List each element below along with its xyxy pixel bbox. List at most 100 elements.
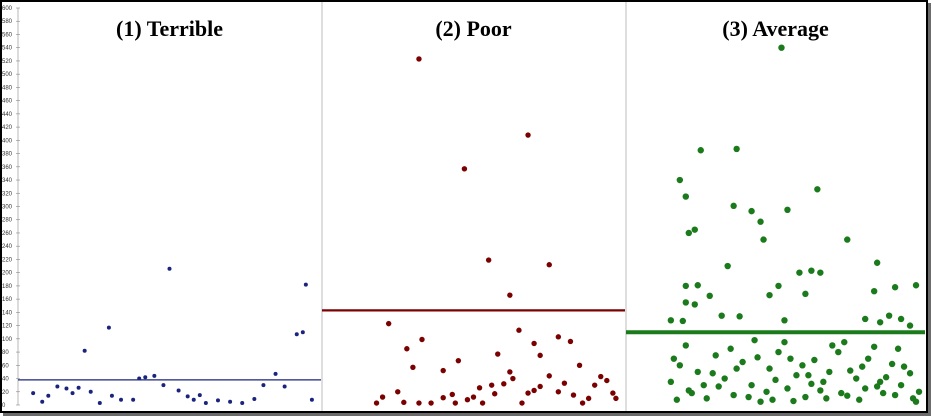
y-tick-label: 540 xyxy=(2,46,13,52)
data-point xyxy=(709,370,716,377)
data-point xyxy=(694,368,701,376)
data-point xyxy=(109,393,114,398)
data-point xyxy=(844,392,851,399)
data-point xyxy=(555,389,562,395)
data-point xyxy=(885,312,893,319)
data-point xyxy=(82,348,87,353)
data-point xyxy=(525,132,531,138)
data-point xyxy=(915,388,923,395)
y-tick-label: 340 xyxy=(2,178,13,184)
y-tick-label: 360 xyxy=(2,165,13,171)
data-point xyxy=(531,340,537,347)
data-point xyxy=(876,319,884,326)
data-point xyxy=(576,362,583,368)
data-point xyxy=(452,400,459,406)
data-point xyxy=(373,400,380,406)
data-point xyxy=(604,377,610,384)
data-point xyxy=(461,166,468,172)
data-point xyxy=(561,380,568,386)
data-point xyxy=(567,338,574,345)
data-point xyxy=(228,399,233,404)
data-point xyxy=(404,346,410,352)
data-point xyxy=(733,365,740,372)
data-point xyxy=(847,367,854,374)
y-tick-label: 80 xyxy=(2,350,9,356)
data-point xyxy=(802,290,809,298)
data-point xyxy=(492,391,498,397)
data-point xyxy=(185,394,190,399)
data-point xyxy=(519,400,525,406)
data-point xyxy=(379,394,386,400)
y-tick-label: 460 xyxy=(2,99,13,105)
data-point xyxy=(685,229,692,237)
data-point xyxy=(802,393,809,401)
data-point xyxy=(718,312,725,319)
data-point xyxy=(488,382,495,388)
data-point xyxy=(748,207,755,215)
data-point xyxy=(570,392,577,398)
data-point xyxy=(912,398,920,405)
data-point xyxy=(870,287,878,295)
data-point xyxy=(676,176,684,184)
data-point xyxy=(673,396,681,403)
data-point xyxy=(688,389,695,397)
data-point xyxy=(784,385,791,392)
data-point xyxy=(703,395,710,402)
data-point xyxy=(829,342,836,349)
data-point xyxy=(721,375,728,382)
data-point xyxy=(676,362,684,369)
y-tick-label: 600 xyxy=(2,6,13,12)
y-tick-label: 380 xyxy=(2,152,13,158)
data-point xyxy=(778,44,785,51)
data-point xyxy=(401,399,407,406)
data-point xyxy=(152,373,157,378)
data-point xyxy=(820,378,827,386)
data-point xyxy=(775,348,782,356)
data-point xyxy=(537,383,543,390)
data-point xyxy=(507,369,513,375)
data-point xyxy=(176,388,181,393)
panel-title: (1) Terrible xyxy=(116,16,223,41)
data-point xyxy=(191,397,196,402)
data-point xyxy=(826,368,833,376)
y-tick-label: 0 xyxy=(2,403,6,409)
data-point xyxy=(784,206,791,214)
data-point xyxy=(613,395,619,402)
data-point xyxy=(793,372,800,379)
data-point xyxy=(870,343,878,350)
data-point xyxy=(894,345,902,352)
data-point xyxy=(449,391,455,398)
y-tick-label: 20 xyxy=(2,390,9,396)
data-point xyxy=(470,394,477,400)
data-point xyxy=(485,257,492,263)
y-tick-label: 440 xyxy=(2,112,13,118)
data-point xyxy=(309,397,314,402)
data-point xyxy=(748,381,755,389)
data-point xyxy=(507,292,513,298)
y-tick-label: 320 xyxy=(2,191,13,197)
data-point xyxy=(516,327,522,333)
data-point xyxy=(805,372,812,379)
data-point xyxy=(760,236,767,243)
data-point xyxy=(715,383,722,390)
data-point xyxy=(891,391,899,399)
data-point xyxy=(730,202,737,210)
data-point xyxy=(76,385,81,390)
data-point xyxy=(592,382,598,388)
y-tick-label: 480 xyxy=(2,85,13,91)
data-point xyxy=(501,381,507,387)
data-point xyxy=(712,352,719,359)
data-point xyxy=(495,351,501,357)
data-point xyxy=(757,218,764,225)
data-point xyxy=(419,336,425,343)
data-point xyxy=(766,365,773,372)
data-point xyxy=(897,315,905,323)
data-point xyxy=(817,387,824,394)
data-point xyxy=(46,393,51,398)
y-tick-label: 420 xyxy=(2,125,13,131)
data-point xyxy=(727,345,734,352)
data-point xyxy=(476,385,483,391)
data-point xyxy=(510,375,516,382)
data-point xyxy=(808,267,815,274)
